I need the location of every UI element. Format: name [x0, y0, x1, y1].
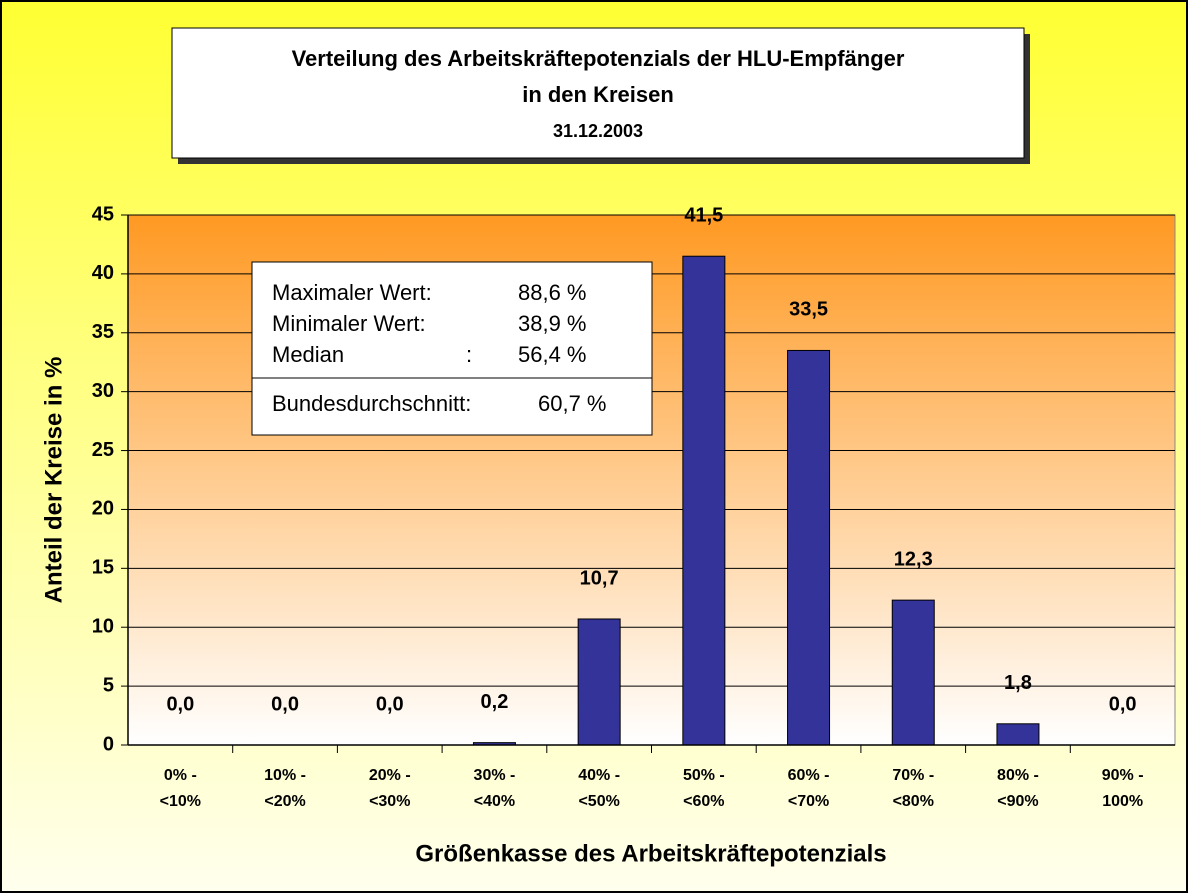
- x-tick-label: 80% -: [997, 767, 1039, 784]
- y-tick-label: 20: [92, 498, 114, 520]
- x-tick-label: 100%: [1102, 793, 1143, 810]
- x-tick-label: <30%: [369, 793, 410, 810]
- bar: [682, 255, 726, 746]
- annotation-value: 38,9 %: [518, 311, 587, 336]
- annotation-label: Median: [272, 342, 344, 367]
- y-tick-label: 45: [92, 203, 114, 225]
- y-tick-label: 5: [103, 674, 114, 696]
- y-tick-label: 10: [92, 616, 114, 638]
- annotation-label: Bundesdurchschnitt:: [272, 391, 471, 416]
- title-box: [171, 27, 1025, 159]
- x-tick-label: 50% -: [683, 767, 725, 784]
- data-label: 10,7: [580, 567, 619, 589]
- x-tick-label: 70% -: [892, 767, 934, 784]
- x-tick-label: <80%: [893, 793, 934, 810]
- x-tick-label: 10% -: [264, 767, 306, 784]
- x-tick-label: 90% -: [1102, 767, 1144, 784]
- x-tick-label: <50%: [578, 793, 619, 810]
- annotation-separator-text: :: [466, 342, 472, 367]
- data-label: 41,5: [684, 205, 723, 227]
- y-tick-label: 30: [92, 380, 114, 402]
- y-tick-label: 40: [92, 262, 114, 284]
- y-tick-label: 15: [92, 557, 114, 579]
- y-tick-label: 0: [103, 733, 114, 755]
- x-tick-label: 20% -: [369, 767, 411, 784]
- bar: [996, 723, 1040, 746]
- annotation-label: Minimaler Wert:: [272, 311, 426, 336]
- x-tick-label: <60%: [683, 793, 724, 810]
- data-label: 0,0: [166, 693, 194, 715]
- annotation-label: Maximaler Wert:: [272, 280, 432, 305]
- y-tick-label: 25: [92, 439, 114, 461]
- x-axis-label: Größenkasse des Arbeitskräftepotenzials: [415, 840, 886, 867]
- chart-subtitle: 31.12.2003: [553, 121, 643, 141]
- annotation-value: 88,6 %: [518, 280, 587, 305]
- chart-title: in den Kreisen: [522, 82, 674, 107]
- data-label: 1,8: [1004, 672, 1032, 694]
- data-label: 33,5: [789, 299, 828, 321]
- bar: [787, 349, 831, 746]
- y-tick-label: 35: [92, 321, 114, 343]
- x-tick-label: 30% -: [474, 767, 516, 784]
- x-tick-label: <10%: [160, 793, 201, 810]
- x-tick-label: 40% -: [578, 767, 620, 784]
- data-label: 0,0: [376, 693, 404, 715]
- data-label: 0,2: [481, 691, 509, 713]
- data-label: 0,0: [1109, 693, 1137, 715]
- data-label: 12,3: [894, 548, 933, 570]
- x-tick-label: <20%: [264, 793, 305, 810]
- x-tick-label: <90%: [997, 793, 1038, 810]
- data-label: 0,0: [271, 693, 299, 715]
- chart-title: Verteilung des Arbeitskräftepotenzials d…: [292, 46, 905, 71]
- bar: [891, 599, 935, 746]
- annotation-value: 60,7 %: [538, 391, 607, 416]
- annotation-box: [251, 261, 653, 436]
- x-tick-label: <70%: [788, 793, 829, 810]
- x-tick-label: 0% -: [164, 767, 197, 784]
- x-tick-label: 60% -: [788, 767, 830, 784]
- y-axis-label: Anteil der Kreise in %: [40, 357, 67, 604]
- bar: [577, 618, 621, 746]
- x-tick-label: <40%: [474, 793, 515, 810]
- annotation-value: 56,4 %: [518, 342, 587, 367]
